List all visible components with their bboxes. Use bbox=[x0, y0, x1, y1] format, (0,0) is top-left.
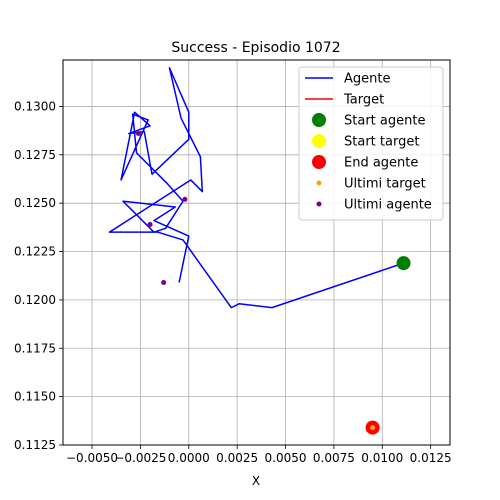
legend: Agente Target Start agente Start target End … bbox=[298, 66, 444, 221]
x-tick-label: 0.0000 bbox=[168, 451, 210, 465]
x-tick-label: 0.0100 bbox=[361, 451, 403, 465]
point-ultimi-agente bbox=[135, 131, 141, 137]
legend-handle bbox=[316, 201, 322, 207]
y-tick-label: 0.1125 bbox=[14, 438, 56, 452]
x-axis-label: X bbox=[252, 474, 260, 488]
y-tick-label: 0.1200 bbox=[14, 293, 56, 307]
legend-label: Agente bbox=[344, 72, 390, 87]
legend-handle bbox=[312, 113, 326, 127]
legend-handle bbox=[316, 180, 322, 186]
legend-label: Ultimi target bbox=[344, 177, 426, 192]
point-ultimi-agente bbox=[161, 279, 167, 285]
point-start-agente bbox=[396, 256, 411, 271]
legend-handle bbox=[312, 134, 326, 148]
point-ultimi-agente bbox=[182, 196, 188, 202]
x-tick-label: 0.0050 bbox=[265, 451, 307, 465]
chart-title: Success - Episodio 1072 bbox=[171, 40, 340, 56]
y-tick-label: 0.1250 bbox=[14, 196, 56, 210]
legend-box bbox=[298, 66, 444, 221]
legend-label: Start agente bbox=[344, 114, 425, 129]
y-tick-label: 0.1300 bbox=[14, 99, 56, 113]
y-tick-label: 0.1225 bbox=[14, 245, 56, 259]
x-tick-label: −0.0050 bbox=[66, 451, 118, 465]
axis-ticks: −0.0050−0.0025 0.0000 0.0025 0.0050 0.0075 0.… bbox=[14, 99, 452, 465]
x-tick-label: 0.0125 bbox=[410, 451, 452, 465]
legend-handle bbox=[312, 155, 326, 169]
legend-label: Ultimi agente bbox=[344, 198, 432, 213]
point-ultimi-target bbox=[370, 425, 376, 431]
plot-data bbox=[108, 66, 411, 435]
y-tick-label: 0.1150 bbox=[14, 390, 56, 404]
point-ultimi-agente bbox=[147, 221, 153, 227]
legend-label: Start target bbox=[344, 135, 419, 150]
y-tick-label: 0.1275 bbox=[14, 148, 56, 162]
x-tick-label: 0.0075 bbox=[313, 451, 355, 465]
x-tick-label: −0.0025 bbox=[114, 451, 166, 465]
plot-frame bbox=[62, 59, 451, 446]
legend-label: Target bbox=[343, 93, 384, 108]
x-tick-label: 0.0025 bbox=[216, 451, 258, 465]
legend-label: End agente bbox=[344, 156, 418, 171]
y-tick-label: 0.1175 bbox=[14, 341, 56, 355]
